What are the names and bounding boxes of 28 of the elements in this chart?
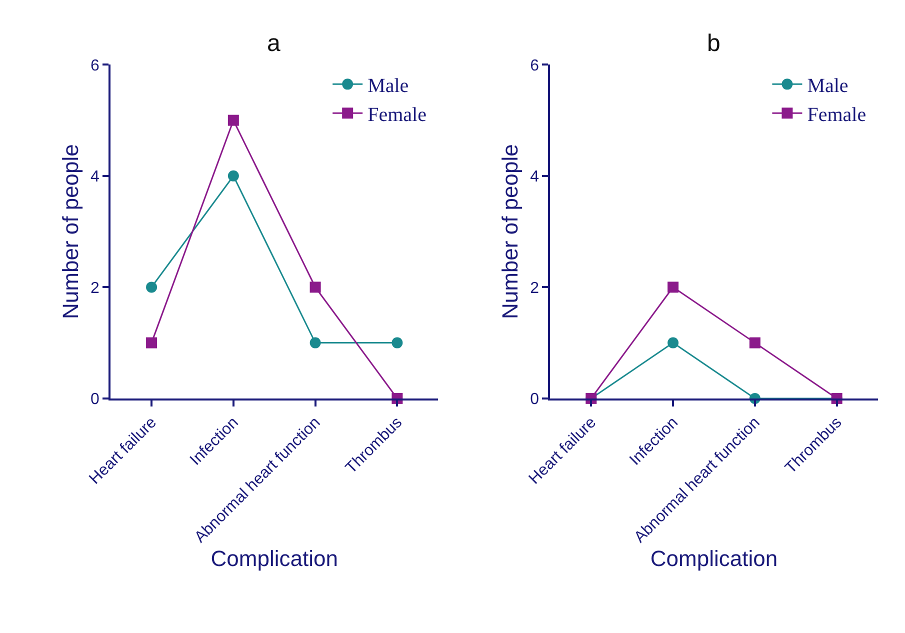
legend-label: Male <box>368 74 409 97</box>
point <box>310 337 321 348</box>
x-axis-title: Complication <box>210 546 338 572</box>
y-tick-label: 2 <box>530 280 540 297</box>
point <box>228 170 239 182</box>
point <box>668 337 679 348</box>
chart-title: a <box>267 30 281 57</box>
y-tick-label: 2 <box>90 280 100 297</box>
y-axis-title: Number of people <box>58 144 83 320</box>
point <box>749 337 760 348</box>
legend-label: Female <box>807 104 866 126</box>
legend-label: Male <box>807 74 848 97</box>
point <box>310 282 321 293</box>
y-tick-label: 6 <box>90 57 100 74</box>
y-axis-title: Number of people <box>497 144 522 320</box>
chart-title: b <box>707 30 720 57</box>
point <box>146 337 158 348</box>
point <box>146 282 158 293</box>
point <box>392 337 403 348</box>
point <box>228 114 239 126</box>
legend-label: Female <box>368 104 427 126</box>
y-tick-label: 6 <box>530 57 540 74</box>
y-tick-label: 0 <box>530 391 540 408</box>
x-axis-title: Complication <box>650 546 778 572</box>
point <box>668 282 679 293</box>
y-tick-label: 4 <box>530 168 540 186</box>
y-tick-label: 4 <box>90 168 100 186</box>
y-tick-label: 0 <box>90 391 100 408</box>
